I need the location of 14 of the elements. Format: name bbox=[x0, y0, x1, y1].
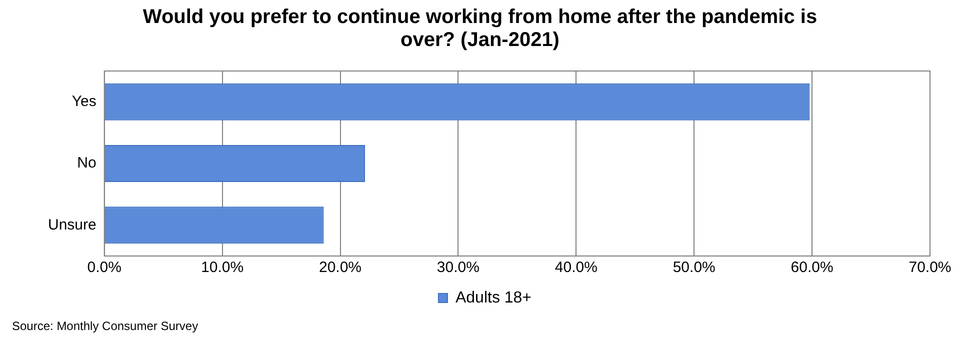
x-tick-label: 10.0% bbox=[201, 259, 244, 276]
legend-label: Adults 18+ bbox=[455, 289, 532, 306]
source-note: Source: Monthly Consumer Survey bbox=[12, 319, 198, 333]
y-tick-label: No bbox=[77, 154, 96, 172]
x-tick-label: 70.0% bbox=[908, 259, 952, 276]
x-tick-label: 50.0% bbox=[672, 259, 716, 276]
x-tick-label: 0.0% bbox=[87, 259, 122, 276]
y-tick-label: Unsure bbox=[48, 216, 96, 234]
x-tick-label: 20.0% bbox=[318, 259, 362, 276]
y-tick-label: Yes bbox=[72, 92, 96, 110]
x-tick-label: 60.0% bbox=[790, 259, 834, 276]
x-tick-label: 30.0% bbox=[436, 259, 480, 276]
chart-title: Would you prefer to continue working from home after the pandemic is over? (Jan-2021) bbox=[142, 6, 818, 53]
x-tick-label: 40.0% bbox=[554, 259, 598, 276]
